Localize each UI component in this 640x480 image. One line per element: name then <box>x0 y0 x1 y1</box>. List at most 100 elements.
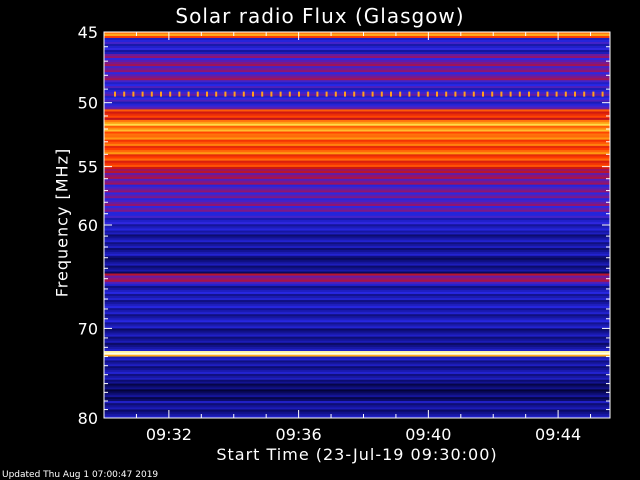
spectrogram-band <box>104 298 610 301</box>
chart-title: Solar radio Flux (Glasgow) <box>175 4 465 28</box>
spectrogram-band <box>104 60 610 63</box>
spectrogram-band <box>104 176 610 180</box>
periodic-mark <box>426 91 429 97</box>
periodic-mark <box>215 91 218 97</box>
spectrogram-band <box>104 43 610 47</box>
spectrogram-band <box>104 393 610 396</box>
spectrogram-band <box>104 362 610 365</box>
spectrogram-band <box>104 160 610 164</box>
spectrogram-band <box>104 192 610 195</box>
spectrogram-band <box>104 405 610 408</box>
periodic-mark <box>445 91 448 97</box>
periodic-mark <box>436 91 438 97</box>
spectrogram-band <box>104 351 610 354</box>
spectrogram-band <box>104 178 610 182</box>
spectrogram-band <box>104 200 610 203</box>
spectrogram-band <box>104 54 610 57</box>
spectrogram-band <box>104 226 610 229</box>
spectrogram-band <box>104 211 610 215</box>
spectrogram-band <box>104 336 610 340</box>
periodic-mark <box>574 91 576 97</box>
periodic-mark <box>454 91 457 97</box>
periodic-mark <box>537 91 540 97</box>
periodic-mark <box>316 91 319 97</box>
spectrogram-band <box>104 148 610 151</box>
spectrogram-band <box>104 318 610 321</box>
spectrogram-band <box>104 281 610 285</box>
spectrogram-band <box>104 352 610 356</box>
periodic-mark <box>371 91 374 97</box>
spectrogram-band <box>104 117 610 121</box>
spectrogram-band <box>104 109 610 112</box>
spectrogram-band <box>104 334 610 338</box>
spectrogram-band <box>104 234 610 237</box>
periodic-mark <box>399 91 402 97</box>
spectrogram-band <box>104 180 610 184</box>
spectrogram-band <box>104 66 610 69</box>
y-tick-label: 55 <box>78 158 98 177</box>
spectrogram-band <box>104 279 610 283</box>
spectrogram-band <box>104 150 610 153</box>
x-tick-label: 09:44 <box>535 425 581 444</box>
spectrogram-band <box>104 158 610 162</box>
spectrogram-band <box>104 316 610 319</box>
spectrogram-band <box>104 49 610 53</box>
spectrogram-band <box>104 300 610 303</box>
spectrogram-band <box>104 348 610 352</box>
spectrogram-band <box>104 328 610 331</box>
spectrogram-band <box>104 166 610 170</box>
spectrogram-band <box>104 215 610 219</box>
x-tick-label: 09:32 <box>146 425 192 444</box>
spectrogram-band <box>104 257 610 261</box>
spectrogram-band <box>104 265 610 269</box>
spectrogram-band <box>104 283 610 287</box>
spectrogram-band <box>104 62 610 65</box>
spectrogram-band <box>104 338 610 342</box>
spectrogram-band <box>104 287 610 291</box>
y-tick-label: 60 <box>78 216 98 235</box>
spectrogram-band <box>104 125 610 129</box>
spectrogram-band <box>104 64 610 67</box>
periodic-mark <box>261 91 264 97</box>
spectrogram-band <box>104 152 610 155</box>
spectrogram-band <box>104 236 610 239</box>
periodic-mark <box>408 91 411 97</box>
spectrogram-band <box>104 372 610 375</box>
periodic-mark <box>233 91 236 97</box>
periodic-mark <box>252 91 254 97</box>
spectrogram-band <box>104 273 610 277</box>
spectrogram-band <box>104 123 610 127</box>
spectrogram-band <box>104 271 610 275</box>
spectrogram-band <box>104 103 610 106</box>
x-tick-label: 09:40 <box>405 425 451 444</box>
spectrogram-band <box>104 255 610 259</box>
spectrogram-band <box>104 97 610 101</box>
spectrogram-band <box>104 269 610 273</box>
spectrogram-band <box>104 391 610 394</box>
spectrogram-band <box>104 244 610 247</box>
periodic-mark <box>380 91 383 97</box>
periodic-mark <box>500 91 503 97</box>
spectrogram-band <box>104 135 610 139</box>
spectrogram-band <box>104 409 610 413</box>
spectrogram-band <box>104 385 610 388</box>
spectrogram-band <box>104 113 610 117</box>
spectrogram-band <box>104 174 610 178</box>
spectrogram-band <box>104 184 610 188</box>
spectrogram-band <box>104 354 610 358</box>
spectrogram-band <box>104 340 610 344</box>
spectrogram-band <box>104 154 610 157</box>
spectrogram-band <box>104 164 610 168</box>
spectrogram-band <box>104 342 610 346</box>
spectrogram-band <box>104 364 610 367</box>
spectrogram-band <box>104 312 610 315</box>
spectrogram-band <box>104 37 610 41</box>
spectrogram-band <box>104 314 610 317</box>
spectrogram-band <box>104 41 610 45</box>
spectrogram-band <box>104 95 610 99</box>
spectrogram-band <box>104 143 610 147</box>
spectrogram-band <box>104 330 610 334</box>
spectrogram-band <box>104 320 610 323</box>
spectrogram-band <box>104 230 610 234</box>
